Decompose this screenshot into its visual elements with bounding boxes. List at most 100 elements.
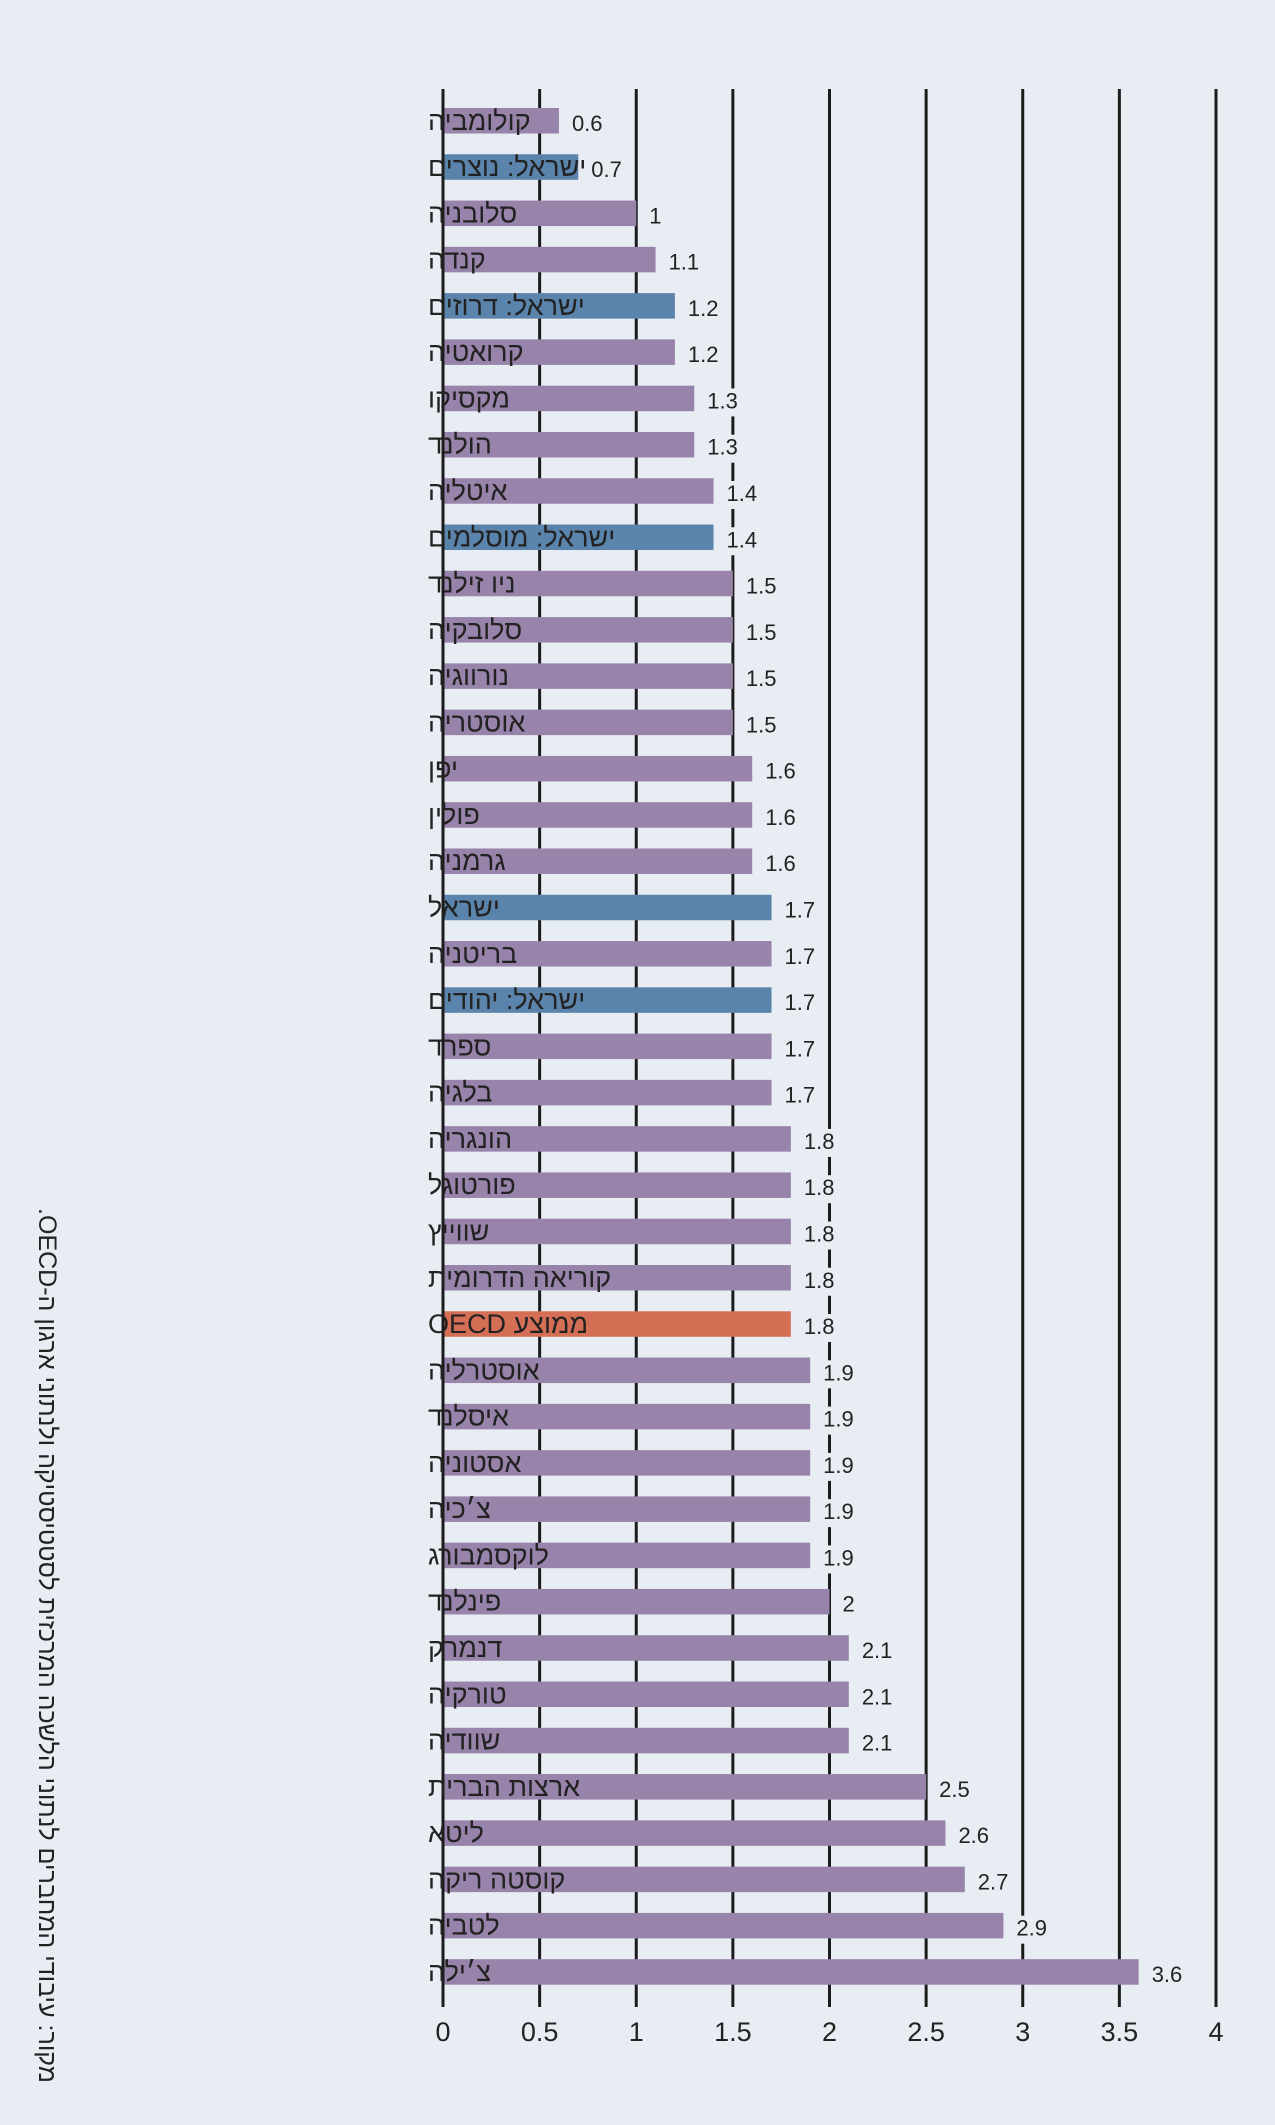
value-label-background [742,712,783,741]
category-label: יפן [428,754,458,784]
bar-israel [444,293,675,319]
x-tick-label: 2.5 [907,2017,945,2047]
x-tick-label: 3.5 [1101,2017,1139,2047]
x-tick-label: 2 [822,2017,837,2047]
category-label: סלובניה [428,198,517,228]
category-label: דנמרק [428,1633,502,1663]
category-label: אוסטרליה [428,1355,540,1385]
category-label: קוריאה הדרומית [428,1263,611,1293]
bar [444,755,753,782]
x-tick-label: 4 [1208,2017,1223,2047]
x-tick-label: 0.5 [521,2017,559,2047]
value-label-background [762,851,803,880]
x-axis-tick-labels: 0 0.5 1 1.5 2 2.5 3 3.5 4 [435,2017,1223,2047]
value-label: 1.6 [765,759,796,784]
category-label: קולומביה [428,106,531,136]
bar [444,246,656,273]
category-label: ארצות הברית [428,1772,580,1802]
value-label: 1.5 [746,712,777,737]
value-label: 1.9 [823,1499,854,1524]
category-label: בלגיה [428,1078,492,1108]
bar [444,1912,1004,1939]
bar [444,1450,811,1476]
bar [444,108,559,134]
bar [444,570,733,597]
bar [444,431,695,458]
value-label-background [800,1267,841,1296]
value-label-background [762,804,803,833]
value-label: 1.2 [688,342,719,367]
bar [444,200,637,227]
category-label: ישראל: מוסלמים [428,522,615,552]
bar [444,1218,791,1245]
value-label: 1.1 [669,250,700,275]
category-label: ממוצע OECD [428,1309,588,1339]
value-label-background [820,1406,861,1435]
category-label: הונגריה [428,1124,512,1154]
value-label: 1.6 [765,851,796,876]
bar [444,1820,946,1846]
category-label: ישראל: יהודים [428,985,585,1015]
value-label: 1.7 [785,990,816,1015]
category-label: אסטוניה [428,1448,521,1478]
category-label: ספרד [428,1031,491,1061]
value-label: 1.5 [746,620,777,645]
value-label-background [820,1499,861,1528]
value-label-background [665,249,706,278]
bar-israel [444,524,714,551]
bar [444,848,753,874]
value-label-background [1148,1961,1189,1990]
category-label: צ׳ילה [428,1957,491,1987]
category-label: מקסיקו [428,383,510,413]
category-label: אוסטריה [428,707,525,737]
x-tick-label: 3 [1015,2017,1030,2047]
value-label-background [839,1591,856,1620]
category-label: נורווגיה [428,661,509,691]
value-label-background [742,573,783,602]
value-label-background [742,666,783,695]
category-label: קוסטה ריקה [428,1864,565,1894]
bar-israel [444,154,579,180]
value-label: 1.3 [707,435,738,460]
category-label: בריטניה [428,939,517,969]
value-label: 1.8 [804,1175,835,1200]
value-label-background [704,434,745,463]
category-label: ישראל [428,893,500,923]
value-label-background [800,1128,841,1157]
value-label: 2 [843,1592,855,1617]
bar [444,1079,772,1106]
value-label-background [858,1730,899,1759]
value-label: 1.8 [804,1129,835,1154]
value-label: 2.7 [978,1869,1009,1894]
bar [444,802,753,828]
value-label-background [781,897,822,926]
value-label: 1.2 [688,296,719,321]
value-label: 1.7 [785,944,816,969]
value-label-background [684,295,725,324]
category-label: שווייץ [428,1216,489,1246]
bar [444,941,772,967]
value-label-background [820,1360,861,1389]
bar [444,1727,849,1754]
value-label: 1.7 [785,1083,816,1108]
value-labels: 0.6 0.7 1 1.1 1.2 1.2 1.3 1.3 1.4 1.4 1.5 1.5 1.5 1.5… [568,110,1189,1990]
value-label-background [955,1823,996,1852]
category-label: קנדה [428,245,486,275]
value-label: 1.8 [804,1314,835,1339]
value-label: 0.6 [572,111,603,136]
value-label-background [646,203,663,232]
value-label-background [588,157,629,186]
value-label: 1.9 [823,1453,854,1478]
value-label: 1.8 [804,1221,835,1246]
bar [444,1959,1139,1985]
value-label: 1.7 [785,1036,816,1061]
category-label: קרואטיה [428,337,524,367]
bar [444,385,695,412]
category-label: לוקסמבורג [428,1540,549,1570]
bar [444,709,733,736]
bar [444,478,714,504]
value-label-background [1013,1915,1054,1944]
category-label: הולנד [428,430,492,460]
value-label-background [781,1082,822,1111]
